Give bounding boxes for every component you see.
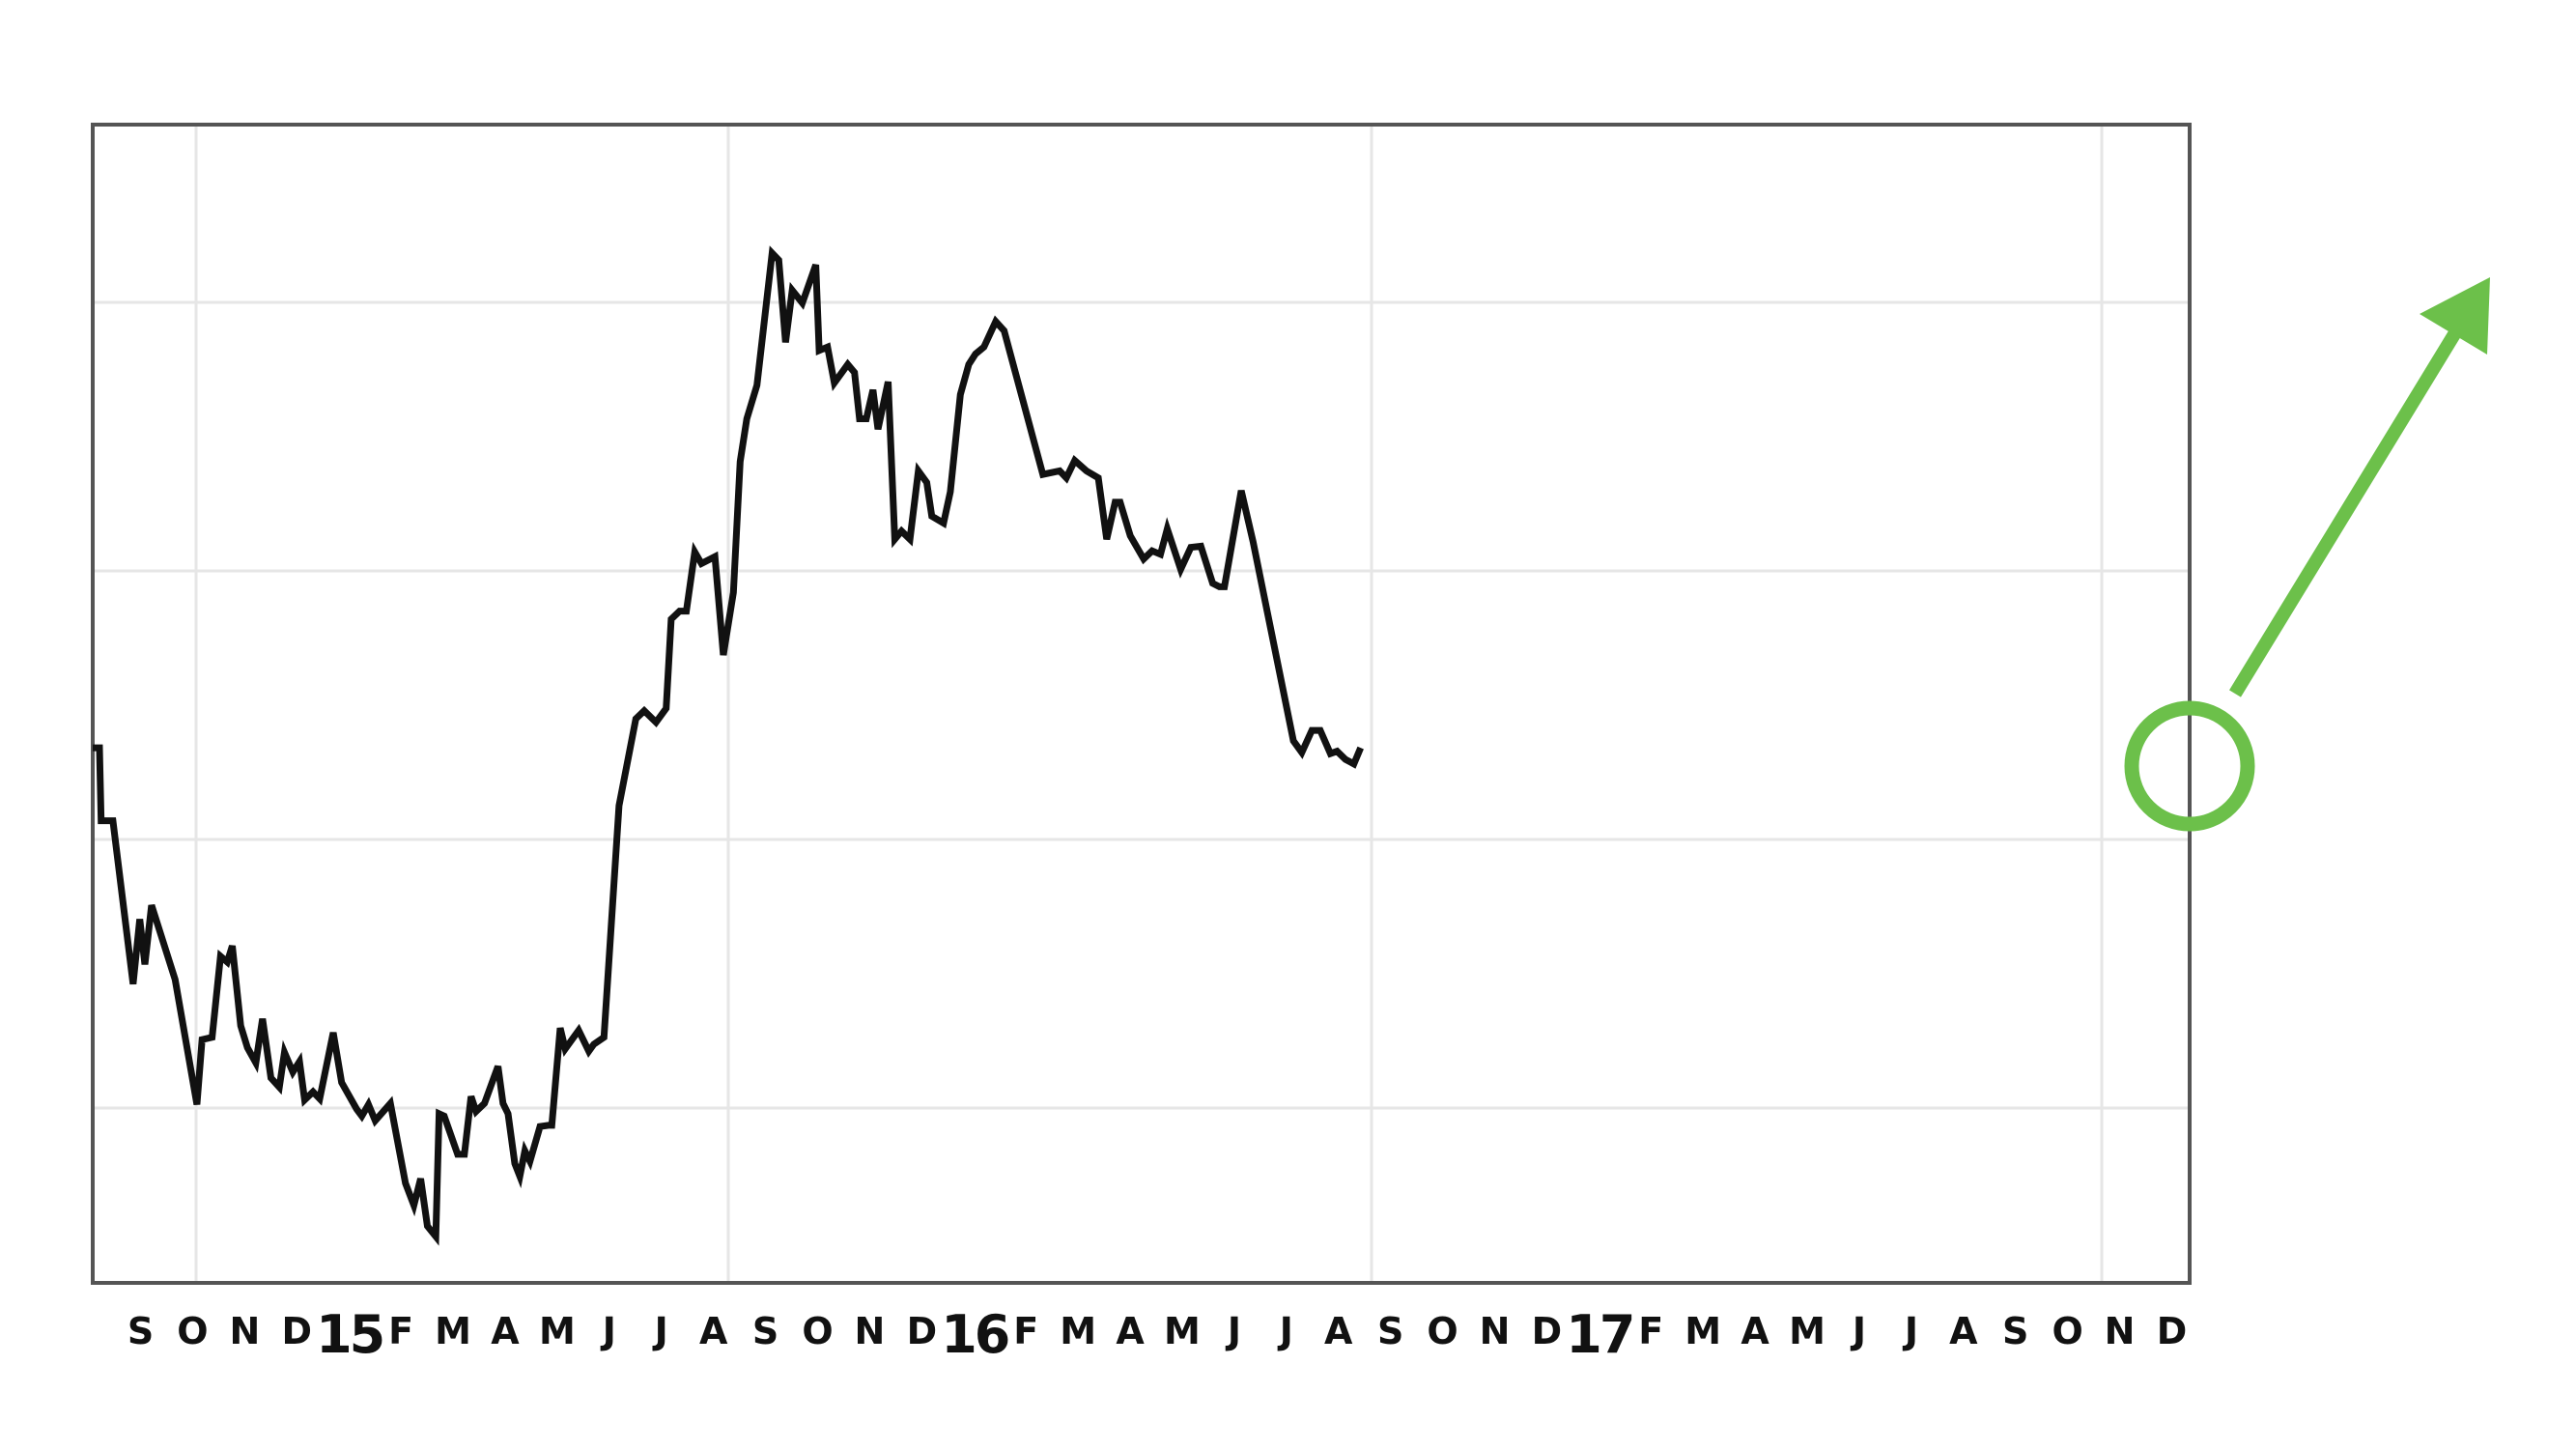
x-tick-label-month: M	[1060, 1310, 1097, 1352]
x-axis-tick-labels: S O N D 15 F M A M J J A S O N D 16 F M A M J J A S O N D 17 F M A M J J A S…	[127, 1304, 2189, 1365]
x-tick-label-month: O	[2052, 1310, 2083, 1352]
x-tick-label-month: J	[652, 1310, 669, 1352]
x-tick-label-year: 15	[316, 1304, 382, 1365]
x-tick-label-month: S	[752, 1310, 779, 1352]
x-tick-label-month: J	[1902, 1310, 1919, 1352]
x-tick-label-month: D	[281, 1310, 313, 1352]
x-tick-label-month: O	[802, 1310, 834, 1352]
x-tick-label-month: A	[491, 1310, 520, 1352]
x-tick-label-month: D	[1532, 1310, 1564, 1352]
x-tick-label-month: F	[1013, 1310, 1039, 1352]
x-tick-label-month: N	[2105, 1310, 2137, 1352]
x-tick-label-month: N	[855, 1310, 887, 1352]
x-tick-label-month: N	[1480, 1310, 1512, 1352]
series-line-0	[93, 245, 1364, 1246]
x-tick-label-month: F	[1638, 1310, 1664, 1352]
series-layer	[93, 245, 1364, 1246]
x-tick-label-month: J	[1225, 1310, 1242, 1352]
trend-annotation	[2124, 277, 2490, 832]
x-tick-label-month: S	[127, 1310, 155, 1352]
x-tick-label-month: O	[1427, 1310, 1458, 1352]
x-tick-label-month: M	[1684, 1310, 1722, 1352]
x-tick-label-month: O	[177, 1310, 209, 1352]
x-tick-label-month: J	[1277, 1310, 1294, 1352]
x-tick-label-month: A	[1949, 1310, 1978, 1352]
x-tick-label-month: M	[1164, 1310, 1202, 1352]
x-tick-label-month: S	[1377, 1310, 1404, 1352]
x-tick-label-month: M	[539, 1310, 577, 1352]
up-trend-arrow-shaft	[2229, 318, 2468, 697]
x-tick-label-month: A	[1324, 1310, 1353, 1352]
highlight-circle	[2124, 700, 2255, 832]
x-tick-label-month: D	[907, 1310, 939, 1352]
x-tick-label-month: F	[388, 1310, 414, 1352]
x-tick-label-month: A	[1116, 1310, 1145, 1352]
up-trend-arrowhead-icon	[2420, 277, 2490, 355]
x-tick-label-month: A	[699, 1310, 728, 1352]
x-tick-label-month: M	[435, 1310, 472, 1352]
x-tick-label-month: M	[1789, 1310, 1826, 1352]
x-tick-label-month: J	[600, 1310, 617, 1352]
x-tick-label-year: 17	[1566, 1304, 1632, 1365]
x-tick-label-month: S	[2002, 1310, 2029, 1352]
x-tick-label-month: D	[2157, 1310, 2189, 1352]
x-tick-label-year: 16	[941, 1304, 1008, 1365]
x-tick-label-month: A	[1741, 1310, 1769, 1352]
grid-lines	[93, 125, 2190, 1283]
x-tick-label-month: N	[229, 1310, 261, 1352]
x-tick-label-month: J	[1850, 1310, 1867, 1352]
